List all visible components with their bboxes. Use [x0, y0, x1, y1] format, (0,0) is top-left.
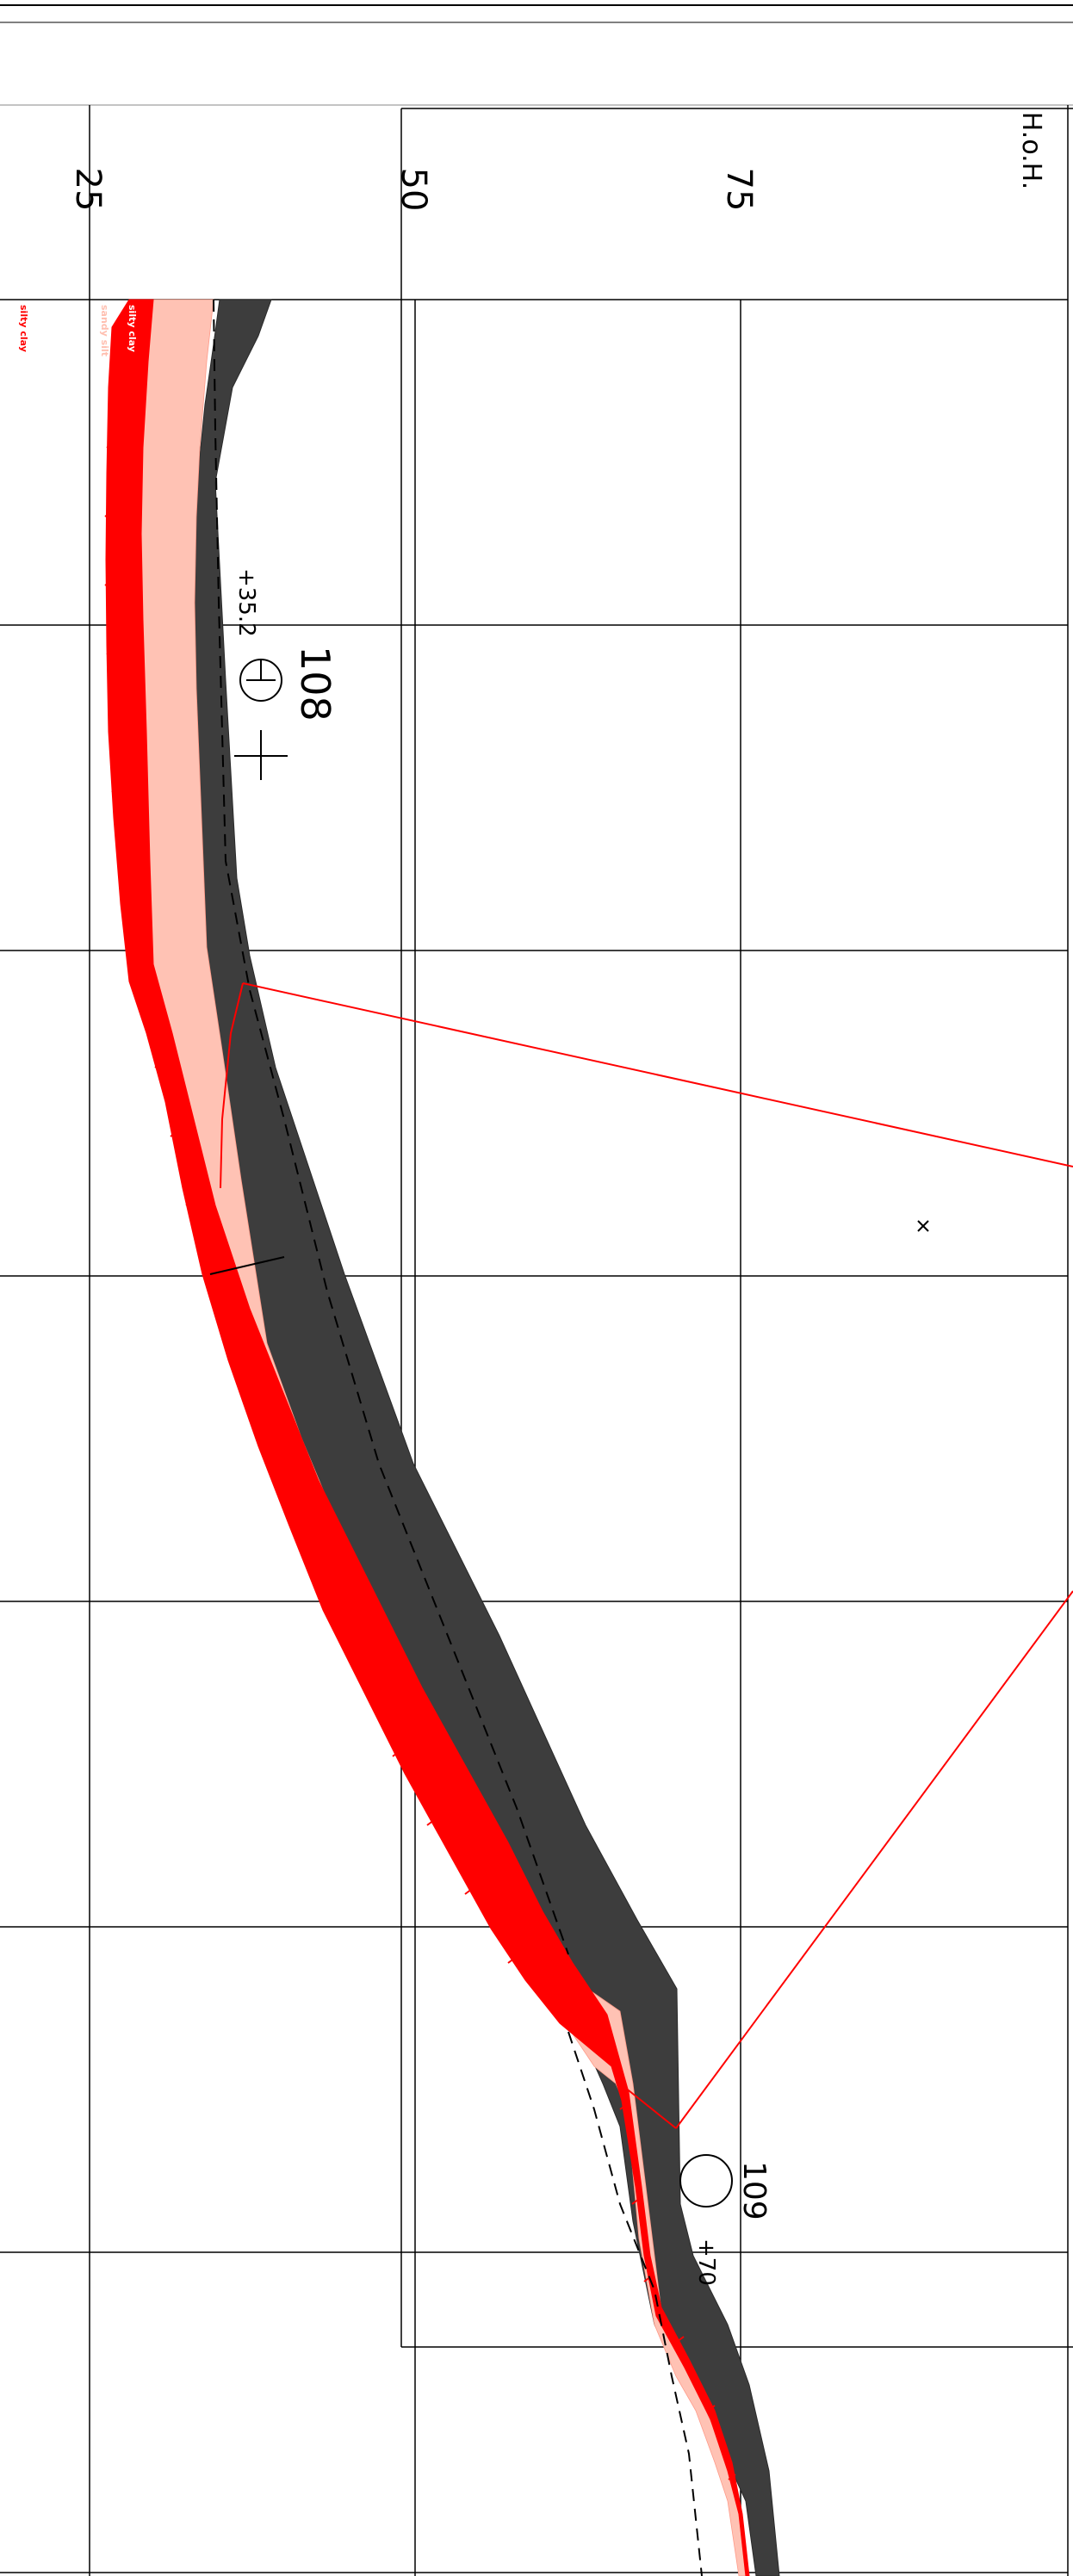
legend-silty-clay-1: silty clay	[18, 305, 29, 352]
elevation-tick-75: 75	[719, 168, 759, 212]
borehole-108-elevation: +35.2	[233, 568, 259, 637]
cross-marks	[209, 1220, 929, 1275]
legend-silty-clay-2: silty clay	[127, 305, 138, 352]
elevation-tick-25: 25	[68, 168, 108, 212]
panel-frame	[400, 108, 1073, 2348]
borehole-109-symbol	[679, 2154, 733, 2208]
frame-top-lines	[0, 4, 1073, 106]
borehole-108: 108 +35.2	[233, 568, 338, 780]
elevation-tick-50: 50	[394, 168, 433, 212]
borehole-109-id: 109	[736, 2161, 772, 2220]
boundary-ticks	[104, 373, 736, 2480]
borehole-109-elevation: +70	[693, 2239, 719, 2286]
borehole-109: 109 +70	[679, 2154, 772, 2286]
axis-unit-label: H.o.H.	[1016, 112, 1046, 190]
borehole-108-id: 108	[292, 646, 338, 721]
silty-clay-layer	[105, 299, 750, 2576]
section-lines	[220, 982, 1073, 2129]
dashed-interpreted-lines	[213, 299, 703, 2576]
legend-sandy-silt: sandy silt	[99, 305, 110, 356]
